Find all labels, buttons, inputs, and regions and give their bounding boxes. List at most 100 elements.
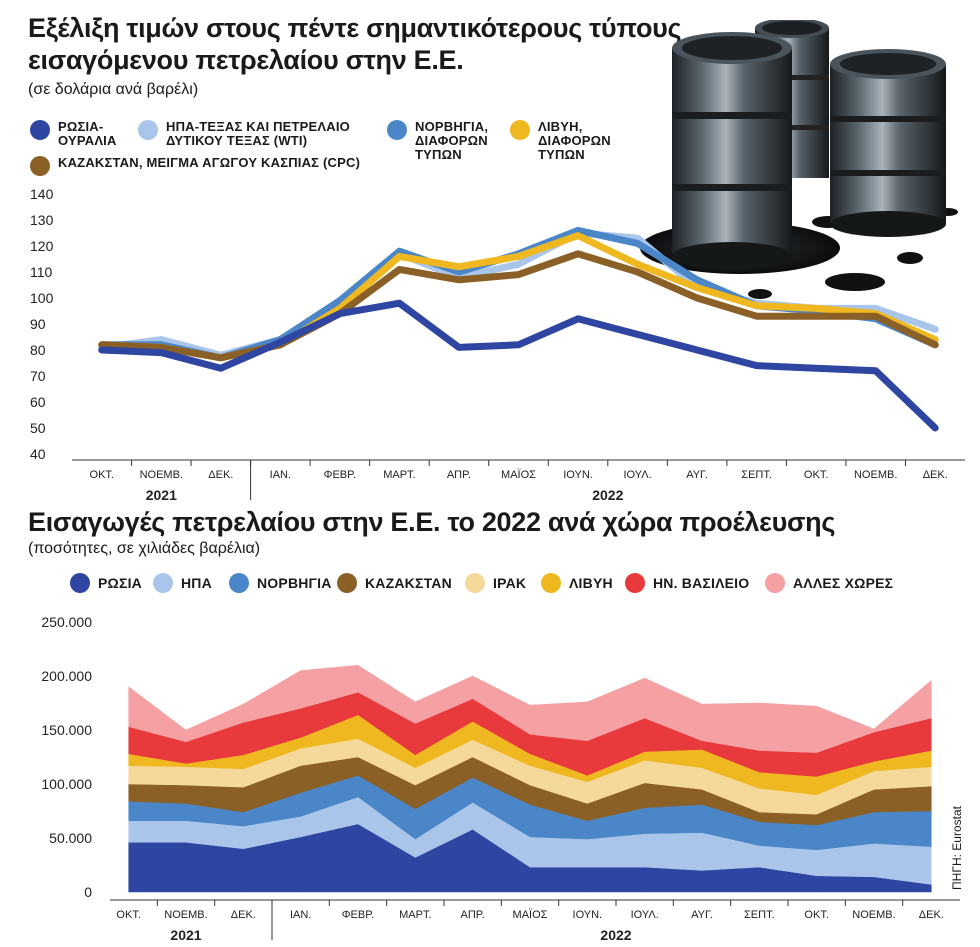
legend-label: ΗΠΑ-ΤΕΞΑΣ ΚΑΙ ΠΕΤΡΕΛΑΙΟ ΔΥΤΙΚΟΥ ΤΕΞΑΣ (W… — [166, 119, 350, 148]
x-tick-label: ΑΥΓ. — [686, 469, 708, 481]
y-tick-label: 50.000 — [49, 830, 92, 846]
chart2-legend-item: ΗΝ. ΒΑΣΙΛΕΙΟ — [625, 573, 749, 593]
imports-area-chart: 0 50.000 100.000 150.000 200.000 250.000 ΟΚΤ. Ν… — [41, 614, 960, 943]
legend-label: ΙΡΑΚ — [493, 575, 527, 591]
legend-label: ΡΩΣΙΑ — [98, 575, 142, 591]
legend-swatch — [387, 120, 407, 140]
chart2-legend-item: ΑΛΛΕΣ ΧΩΡΕΣ — [765, 573, 893, 593]
year-label: 2021 — [146, 487, 177, 500]
chart1-legend-item: ΗΠΑ-ΤΕΞΑΣ ΚΑΙ ΠΕΤΡΕΛΑΙΟ ΔΥΤΙΚΟΥ ΤΕΞΑΣ (W… — [138, 120, 350, 148]
legend-swatch — [138, 120, 158, 140]
x-tick-label: ΑΥΓ. — [691, 909, 713, 921]
legend-swatch — [465, 573, 485, 593]
x-tick-label: ΟΚΤ. — [90, 469, 114, 481]
chart2-subtitle: (ποσότητες, σε χιλιάδες βαρέλια) — [28, 540, 261, 557]
y-tick-label: 130 — [30, 212, 54, 228]
x-tick-label: ΟΚΤ. — [804, 909, 828, 921]
oil-barrels-illustration — [640, 20, 958, 299]
chart2-legend-item: ΗΠΑ — [153, 573, 212, 593]
chart1-legend-item: ΛΙΒΥΗ, ΔΙΑΦΟΡΩΝ ΤΥΠΩΝ — [510, 120, 611, 162]
series-line — [98, 299, 939, 432]
y-tick-label: 60 — [30, 394, 46, 410]
x-tick-label: ΣΕΠΤ. — [744, 909, 775, 921]
y-tick-label: 250.000 — [41, 614, 92, 630]
chart1-legend-item: ΚΑΖΑΚΣΤΑΝ, ΜΕΙΓΜΑ ΑΓΩΓΟΥ ΚΑΣΠΙΑΣ (CPC) — [30, 156, 360, 176]
series-line — [98, 226, 939, 362]
year-label: 2021 — [170, 927, 201, 943]
chart1-subtitle: (σε δολάρια ανά βαρέλι) — [28, 81, 199, 98]
x-tick-label: ΟΚΤ. — [116, 909, 140, 921]
legend-label: ΛΙΒΥΗ, ΔΙΑΦΟΡΩΝ ΤΥΠΩΝ — [538, 119, 611, 162]
y-tick-label: 140 — [30, 186, 54, 202]
year-label: 2022 — [592, 487, 623, 500]
area-band — [128, 664, 932, 753]
x-tick-label: ΙΑΝ. — [290, 909, 311, 921]
legend-swatch — [30, 156, 50, 176]
x-tick-label: ΙΟΥΝ. — [573, 909, 603, 921]
x-tick-label: ΙΟΥΛ. — [623, 469, 651, 481]
oil-spill-drop — [825, 273, 885, 291]
y-tick-label: 200.000 — [41, 668, 92, 684]
x-tick-label: ΟΚΤ. — [804, 469, 828, 481]
legend-label: ΚΑΖΑΚΣΤΑΝ — [365, 575, 452, 591]
y-tick-label: 110 — [30, 264, 53, 280]
chart2-legend-item: ΝΟΡΒΗΓΙΑ — [229, 573, 332, 593]
legend-swatch — [510, 120, 530, 140]
chart2-legend-item: ΙΡΑΚ — [465, 573, 526, 593]
x-tick-label: ΝΟΕΜΒ. — [140, 469, 183, 481]
x-tick-label: ΔΕΚ. — [919, 909, 944, 921]
x-tick-label: ΜΑΪΟΣ — [513, 909, 548, 921]
x-tick-label: ΔΕΚ. — [923, 469, 948, 481]
legend-label: ΡΩΣΙΑ- ΟΥΡΑΛΙΑ — [58, 119, 117, 148]
legend-label: ΑΛΛΕΣ ΧΩΡΕΣ — [793, 575, 894, 591]
chart1-legend-item: ΝΟΡΒΗΓΙΑ, ΔΙΑΦΟΡΩΝ ΤΥΠΩΝ — [387, 120, 488, 162]
year-label: 2022 — [600, 927, 631, 943]
legend-swatch — [625, 573, 645, 593]
y-tick-label: 80 — [30, 342, 46, 358]
x-tick-label: ΑΠΡ. — [461, 909, 485, 921]
x-tick-label: ΔΕΚ. — [208, 469, 233, 481]
oil-spill-drop — [897, 252, 923, 264]
x-tick-label: ΜΑΡΤ. — [383, 469, 415, 481]
x-tick-label: ΝΟΕΜΒ. — [852, 909, 895, 921]
x-tick-label: ΙΑΝ. — [270, 469, 291, 481]
legend-swatch — [153, 573, 173, 593]
x-tick-label: ΝΟΕΜΒ. — [854, 469, 897, 481]
legend-label: ΗΝ. ΒΑΣΙΛΕΙΟ — [653, 575, 750, 591]
y-tick-label: 100 — [30, 290, 54, 306]
legend-swatch — [70, 573, 90, 593]
x-tick-label: ΣΕΠΤ. — [741, 469, 772, 481]
y-tick-label: 150.000 — [41, 722, 92, 738]
x-tick-label: ΔΕΚ. — [231, 909, 256, 921]
series-line — [98, 232, 939, 362]
chart2-title: Εισαγωγές πετρελαίου στην Ε.Ε. το 2022 α… — [28, 507, 836, 537]
legend-label: ΗΠΑ — [181, 575, 212, 591]
x-tick-label: ΜΑΪΟΣ — [501, 469, 536, 481]
series-line — [98, 250, 939, 362]
y-tick-label: 90 — [30, 316, 46, 332]
chart1-title-line1: Εξέλιξη τιμών στους πέντε σημαντικότερου… — [28, 13, 682, 43]
chart2-legend-item: ΡΩΣΙΑ — [70, 573, 142, 593]
y-tick-label: 40 — [30, 446, 46, 462]
source-note: ΠΗΓΗ: Eurostat — [950, 806, 964, 890]
oil-spill-drop — [748, 289, 772, 299]
chart1-title: Εξέλιξη τιμών στους πέντε σημαντικότερου… — [28, 12, 682, 76]
barrel-left — [672, 32, 792, 270]
x-tick-label: ΦΕΒΡ. — [342, 909, 374, 921]
legend-swatch — [765, 573, 785, 593]
barrel-right — [830, 49, 946, 237]
x-tick-label: ΜΑΡΤ. — [399, 909, 431, 921]
y-tick-label: 100.000 — [41, 776, 92, 792]
legend-label: ΛΙΒΥΗ — [569, 575, 613, 591]
chart2-legend-item: ΚΑΖΑΚΣΤΑΝ — [337, 573, 452, 593]
chart1-legend-item: ΡΩΣΙΑ- ΟΥΡΑΛΙΑ — [30, 120, 117, 148]
price-line-chart: 40 50 60 70 80 90 100 110 120 130 140 ΟΚΤ. ΝΟΕΜΒ. ΔΕΚ… — [30, 186, 965, 500]
legend-label: ΝΟΡΒΗΓΙΑ, ΔΙΑΦΟΡΩΝ ΤΥΠΩΝ — [415, 119, 489, 162]
y-tick-label: 0 — [84, 884, 92, 900]
legend-swatch — [337, 573, 357, 593]
legend-swatch — [541, 573, 561, 593]
x-tick-label: ΑΠΡ. — [447, 469, 471, 481]
legend-label: ΚΑΖΑΚΣΤΑΝ, ΜΕΙΓΜΑ ΑΓΩΓΟΥ ΚΑΣΠΙΑΣ (CPC) — [58, 155, 361, 170]
chart2-legend-item: ΛΙΒΥΗ — [541, 573, 613, 593]
x-tick-label: ΝΟΕΜΒ. — [164, 909, 207, 921]
